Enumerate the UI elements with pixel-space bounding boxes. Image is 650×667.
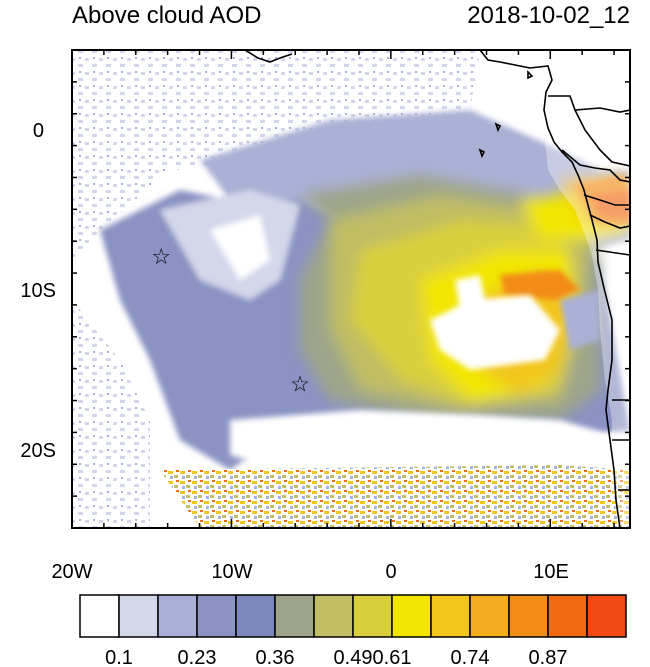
- colorbar-label: 0.87: [529, 647, 568, 667]
- star-marker-1: ☆: [151, 245, 171, 270]
- colorbar-bin: [313, 594, 354, 638]
- colorbar-bin: [157, 594, 198, 638]
- site-markers: ☆☆: [151, 245, 309, 397]
- colorbar-bin: [430, 594, 471, 638]
- plot-frame: [71, 49, 631, 529]
- colorbar-label: 0.74: [451, 647, 490, 667]
- colorbar: [79, 594, 627, 638]
- colorbar-labels: 0.1 0.23 0.36 0.49 0.61 0.74 0.87: [105, 647, 567, 667]
- x-tick-label-3: 0: [385, 561, 396, 583]
- coastlines: [244, 50, 630, 528]
- colorbar-label: 0.61: [373, 647, 412, 667]
- colorbar-bin: [196, 594, 237, 638]
- map-title: Above cloud AOD: [72, 2, 262, 29]
- colorbar-bin: [391, 594, 432, 638]
- colorbar-bin: [469, 594, 510, 638]
- colorbar-label: 0.23: [178, 647, 217, 667]
- x-tick-label-2: 10W: [211, 561, 252, 583]
- colorbar-bin: [586, 594, 627, 638]
- colorbar-bin: [352, 594, 393, 638]
- x-tick-label-1: 20W: [51, 561, 92, 583]
- colorbar-label: 0.1: [105, 647, 133, 667]
- star-marker-2: ☆: [290, 373, 310, 398]
- y-tick-label-3: 20S: [20, 440, 56, 462]
- aod-field: [72, 50, 630, 528]
- colorbar-bin: [118, 594, 159, 638]
- colorbar-bin: [508, 594, 549, 638]
- colorbar-bin: [547, 594, 588, 638]
- colorbar-label: 0.49: [334, 647, 373, 667]
- x-tick-label-4: 10E: [533, 561, 569, 583]
- tick-marks: [71, 49, 630, 529]
- colorbar-bin: [235, 594, 276, 638]
- colorbar-label: 0.36: [256, 647, 295, 667]
- map-timestamp: 2018-10-02_12: [467, 2, 630, 29]
- y-tick-label-1: 0: [33, 120, 44, 142]
- y-tick-label-2: 10S: [20, 280, 56, 302]
- colorbar-bin: [274, 594, 315, 638]
- colorbar-bin: [79, 594, 120, 638]
